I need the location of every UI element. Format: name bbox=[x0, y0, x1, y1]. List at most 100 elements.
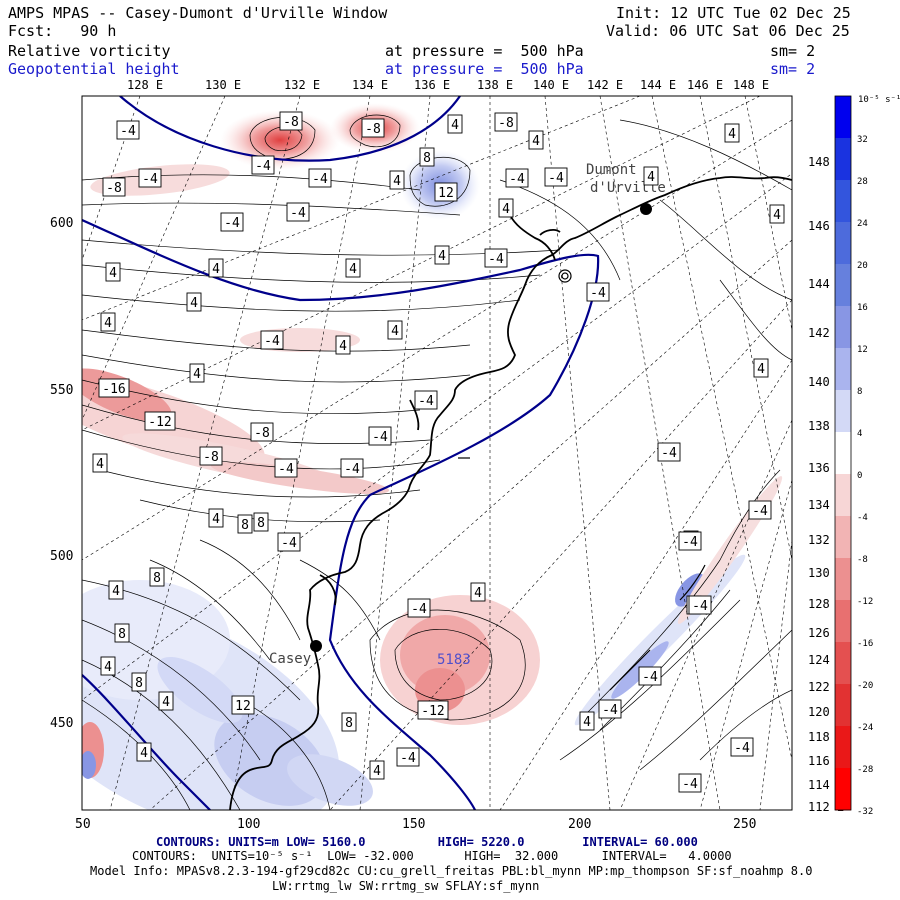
vorticity-label: 8 bbox=[149, 567, 165, 587]
casey-label: Casey bbox=[269, 651, 311, 667]
vorticity-label: -4 bbox=[277, 532, 301, 552]
vorticity-label: -4 bbox=[274, 458, 298, 478]
vorticity-label: -4 bbox=[286, 202, 310, 222]
projection-grid bbox=[82, 96, 792, 810]
vorticity-label: 4 bbox=[136, 742, 152, 762]
colorbar-swatch-1 bbox=[835, 138, 851, 181]
vorticity-label: -4 bbox=[598, 699, 622, 719]
footer-model-info: Model Info: MPASv8.2.3-194-gf29cd82c CU:… bbox=[90, 864, 813, 878]
svg-text:12: 12 bbox=[235, 699, 251, 714]
vorticity-contours bbox=[82, 114, 792, 810]
vorticity-label: 8 bbox=[419, 147, 435, 167]
svg-text:-4: -4 bbox=[642, 670, 658, 685]
svg-text:8: 8 bbox=[118, 627, 126, 642]
vorticity-label: 4 bbox=[753, 358, 769, 378]
vorticity-label: 4 bbox=[387, 320, 403, 340]
ocean-marks bbox=[458, 269, 706, 691]
colorbar-swatch-9 bbox=[835, 474, 851, 517]
svg-text:4: 4 bbox=[109, 266, 117, 281]
svg-text:-4: -4 bbox=[682, 777, 698, 792]
svg-text:-4: -4 bbox=[290, 206, 306, 221]
casey-marker bbox=[310, 640, 322, 652]
vorticity-label: 4 bbox=[447, 114, 463, 134]
colorbar-label-4: 16 bbox=[857, 303, 868, 313]
vorticity-label: -16 bbox=[98, 378, 130, 398]
vorticity-label: 4 bbox=[528, 130, 544, 150]
footer-height-interval: INTERVAL= 60.000 bbox=[582, 835, 698, 849]
height-label-5183: 5183 bbox=[437, 652, 471, 668]
vorticity-label: 4 bbox=[100, 312, 116, 332]
field2-smoothing: sm= 2 bbox=[770, 60, 816, 78]
lon-label-140e: 140 E bbox=[533, 78, 569, 92]
svg-text:4: 4 bbox=[104, 660, 112, 675]
vorticity-label: -4 bbox=[586, 282, 610, 302]
dumont-label: Dumont bbox=[586, 162, 637, 178]
vorticity-label: -4 bbox=[220, 212, 244, 232]
vorticity-label: 4 bbox=[189, 363, 205, 383]
lon-label-146e: 146 E bbox=[687, 78, 723, 92]
left-label-450: 450 bbox=[50, 716, 73, 731]
colorbar-swatch-8 bbox=[835, 432, 851, 475]
svg-text:4: 4 bbox=[757, 362, 765, 377]
footer-height-low: CONTOURS: UNITS=m LOW= 5160.0 bbox=[156, 835, 366, 849]
colorbar-label-15: -28 bbox=[857, 765, 873, 775]
bottom-label-150: 150 bbox=[402, 817, 425, 832]
colorbar-label-10: -8 bbox=[857, 555, 868, 565]
svg-text:8: 8 bbox=[257, 516, 265, 531]
vorticity-label: -8 bbox=[102, 177, 126, 197]
svg-text:4: 4 bbox=[451, 118, 459, 133]
svg-text:-4: -4 bbox=[682, 535, 698, 550]
svg-text:-4: -4 bbox=[752, 504, 768, 519]
svg-text:-16: -16 bbox=[102, 382, 125, 397]
svg-text:-4: -4 bbox=[488, 252, 504, 267]
top-longitude-labels: 128 E 130 E 132 E 134 E 136 E 138 E 140 … bbox=[127, 78, 769, 92]
vorticity-label: 4 bbox=[92, 453, 108, 473]
bottom-label-100: 100 bbox=[237, 817, 260, 832]
vorticity-label: 8 bbox=[237, 514, 253, 534]
vorticity-label: 12 bbox=[434, 182, 458, 202]
field1-level: at pressure = 500 hPa bbox=[385, 42, 584, 60]
vorticity-label: -4 bbox=[544, 167, 568, 187]
footer-vorticity-contours: CONTOURS: UNITS=10⁻⁵ s⁻¹ LOW= -32.000 HI… bbox=[132, 849, 732, 863]
lon-label-128e: 128 E bbox=[127, 78, 163, 92]
footer-model-info-2: LW:rrtmg_lw SW:rrtmg_sw SFLAY:sf_mynn bbox=[272, 879, 540, 893]
svg-text:-8: -8 bbox=[254, 426, 270, 441]
svg-text:12: 12 bbox=[438, 186, 454, 201]
vorticity-label: 4 bbox=[186, 292, 202, 312]
colorbar-unit: 10⁻⁵ s⁻¹ bbox=[858, 95, 900, 105]
lon-label-142e: 142 E bbox=[587, 78, 623, 92]
svg-text:-8: -8 bbox=[203, 450, 219, 465]
svg-text:4: 4 bbox=[391, 324, 399, 339]
vorticity-label: 8 bbox=[341, 712, 357, 732]
vorticity-label: 4 bbox=[208, 508, 224, 528]
vorticity-label: -4 bbox=[688, 595, 712, 615]
svg-text:4: 4 bbox=[212, 512, 220, 527]
vorticity-label: -4 bbox=[116, 120, 140, 140]
svg-text:-4: -4 bbox=[418, 394, 434, 409]
colorbar-label-8: 0 bbox=[857, 471, 862, 481]
vorticity-label: 8 bbox=[114, 623, 130, 643]
colorbar-swatch-16 bbox=[835, 768, 851, 811]
init-time: Init: 12 UTC Tue 02 Dec 25 bbox=[616, 4, 851, 22]
svg-text:-8: -8 bbox=[283, 115, 299, 130]
svg-text:-4: -4 bbox=[411, 602, 427, 617]
vorticity-label: 4 bbox=[434, 245, 450, 265]
colorbar-swatch-7 bbox=[835, 390, 851, 433]
colorbar-label-11: -12 bbox=[857, 597, 873, 607]
vorticity-label: 4 bbox=[335, 335, 351, 355]
vorticity-label: -12 bbox=[144, 411, 176, 431]
vorticity-label: 4 bbox=[389, 170, 405, 190]
vorticity-label: -4 bbox=[505, 168, 529, 188]
valid-time: Valid: 06 UTC Sat 06 Dec 25 bbox=[606, 22, 850, 40]
svg-text:-4: -4 bbox=[312, 172, 328, 187]
svg-text:8: 8 bbox=[135, 676, 143, 691]
field1-smoothing: sm= 2 bbox=[770, 42, 816, 60]
vorticity-label: 8 bbox=[131, 672, 147, 692]
forecast-hour: Fcst: 90 h bbox=[8, 22, 117, 40]
vorticity-label: 4 bbox=[208, 258, 224, 278]
lon-label-138e: 138 E bbox=[477, 78, 513, 92]
bottom-label-250: 250 bbox=[733, 817, 756, 832]
svg-text:4: 4 bbox=[583, 715, 591, 730]
vorticity-label: -4 bbox=[657, 442, 681, 462]
